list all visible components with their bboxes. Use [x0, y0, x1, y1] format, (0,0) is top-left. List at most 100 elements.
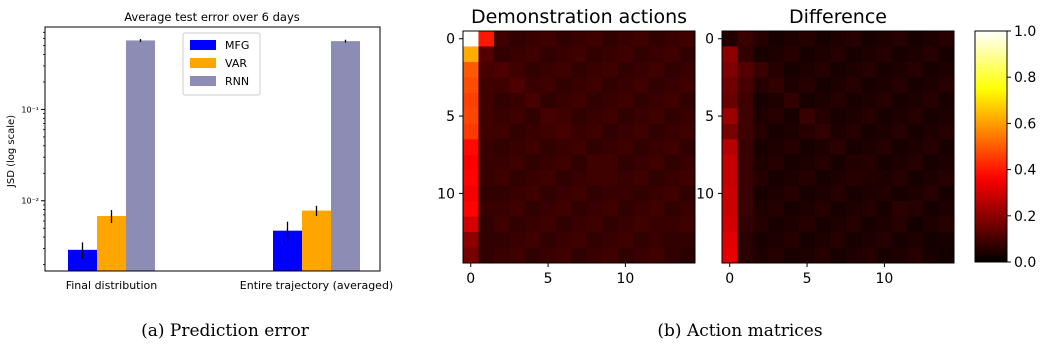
heatmap-cell: [664, 185, 680, 202]
heatmap-cell: [493, 185, 510, 202]
colorbar-gradient: [974, 30, 1008, 263]
heatmap-cell: [861, 61, 878, 78]
heatmap-cell: [768, 216, 785, 233]
heatmap-cell: [555, 232, 572, 248]
heatmap-cell: [799, 46, 816, 63]
x-tick-label: Final distribution: [66, 279, 158, 292]
heatmap-cell: [679, 201, 696, 217]
heatmap-cell: [938, 31, 955, 47]
heatmap-cell: [783, 232, 800, 248]
heatmap-x-tick-label: 5: [803, 271, 812, 287]
heatmap-cell: [463, 232, 479, 248]
heatmap-cell: [555, 61, 572, 78]
heatmap-cell: [814, 61, 831, 78]
heatmap-cell: [633, 247, 649, 264]
heatmap-cell: [907, 154, 924, 171]
heatmap-cell: [876, 92, 893, 109]
heatmap-cell: [524, 139, 541, 156]
heatmap-cell: [555, 139, 572, 156]
heatmap-cell: [478, 123, 495, 140]
heatmap-cell: [664, 108, 680, 125]
heatmap-cell: [571, 108, 588, 125]
heatmap-cell: [648, 31, 665, 47]
heatmap-cell: [892, 123, 908, 140]
heatmap-cell: [509, 77, 526, 94]
heatmap-cell: [845, 46, 862, 63]
heatmap-cell: [861, 154, 878, 171]
heatmap-cell: [463, 201, 479, 217]
heatmap-cell: [679, 154, 696, 171]
heatmap-cell: [861, 92, 878, 109]
heatmap-cell: [907, 61, 924, 78]
heatmap-cell: [679, 123, 696, 140]
heatmap-cell: [938, 123, 955, 140]
heatmap-cell: [524, 232, 541, 248]
heatmap-cell: [540, 123, 557, 140]
heatmap-y-tick-label: 10: [437, 186, 455, 202]
heatmap-cell: [938, 185, 955, 202]
heatmap-cell: [783, 108, 800, 125]
heatmap-cell: [478, 232, 495, 248]
heatmap-cell: [633, 139, 649, 156]
heatmap-cell: [737, 185, 754, 202]
heatmap-cell: [602, 232, 619, 248]
heatmap-cell: [617, 77, 634, 94]
heatmap-cell: [555, 108, 572, 125]
heatmap-cell: [679, 92, 696, 109]
heatmap-cell: [923, 201, 939, 217]
heatmap-cell: [923, 185, 939, 202]
heatmap-cell: [768, 232, 785, 248]
heatmap-x-tick-label: 5: [544, 271, 553, 287]
heatmap-cell: [602, 61, 619, 78]
heatmap-cell: [768, 185, 785, 202]
heatmap-cell: [737, 216, 754, 233]
heatmap-cell: [768, 201, 785, 217]
heatmap-cell: [509, 108, 526, 125]
heatmap-cell: [617, 108, 634, 125]
heatmap-cell: [814, 123, 831, 140]
heatmap-cell: [938, 154, 955, 171]
heatmap-cell: [633, 123, 649, 140]
heatmap-cell: [907, 139, 924, 156]
heatmap-cell: [783, 154, 800, 171]
heatmap-cell: [876, 31, 893, 47]
heatmap-cell: [617, 170, 634, 187]
heatmap-cell: [679, 46, 696, 63]
heatmap-cell: [783, 46, 800, 63]
heatmap-cell: [648, 123, 665, 140]
heatmap-cell: [633, 232, 649, 248]
heatmap-cell: [768, 46, 785, 63]
heatmap-cell: [524, 61, 541, 78]
heatmap-cell: [752, 232, 769, 248]
heatmap-cell: [555, 46, 572, 63]
heatmap-cell: [540, 61, 557, 78]
heatmap-cell: [679, 232, 696, 248]
heatmap-cell: [861, 31, 878, 47]
heatmap-cell: [478, 92, 495, 109]
heatmap-cell: [664, 201, 680, 217]
heatmap-cell: [752, 92, 769, 109]
heatmap-cell: [923, 77, 939, 94]
heatmap-cell: [602, 108, 619, 125]
heatmap-cell: [555, 123, 572, 140]
heatmap-cell: [923, 92, 939, 109]
heatmap-cell: [586, 31, 603, 47]
heatmap-cell: [493, 108, 510, 125]
heatmap-cell: [783, 77, 800, 94]
heatmap-cell: [617, 61, 634, 78]
bar-chart-frame: [44, 26, 381, 272]
heatmap-cell: [876, 61, 893, 78]
bar-chart-title: Average test error over 6 days: [124, 10, 300, 24]
heatmap-cell: [524, 216, 541, 233]
heatmap-cell: [493, 232, 510, 248]
heatmap-cell: [737, 247, 754, 264]
heatmap-cell: [571, 46, 588, 63]
heatmap-cell: [938, 139, 955, 156]
heatmap-cell: [602, 216, 619, 233]
heatmap-cell: [571, 247, 588, 264]
heatmap-cell: [571, 31, 588, 47]
heatmap-cell: [493, 247, 510, 264]
heatmap-cell: [768, 92, 785, 109]
heatmap-cell: [799, 232, 816, 248]
heatmap-x-tick-label: 10: [616, 271, 634, 287]
